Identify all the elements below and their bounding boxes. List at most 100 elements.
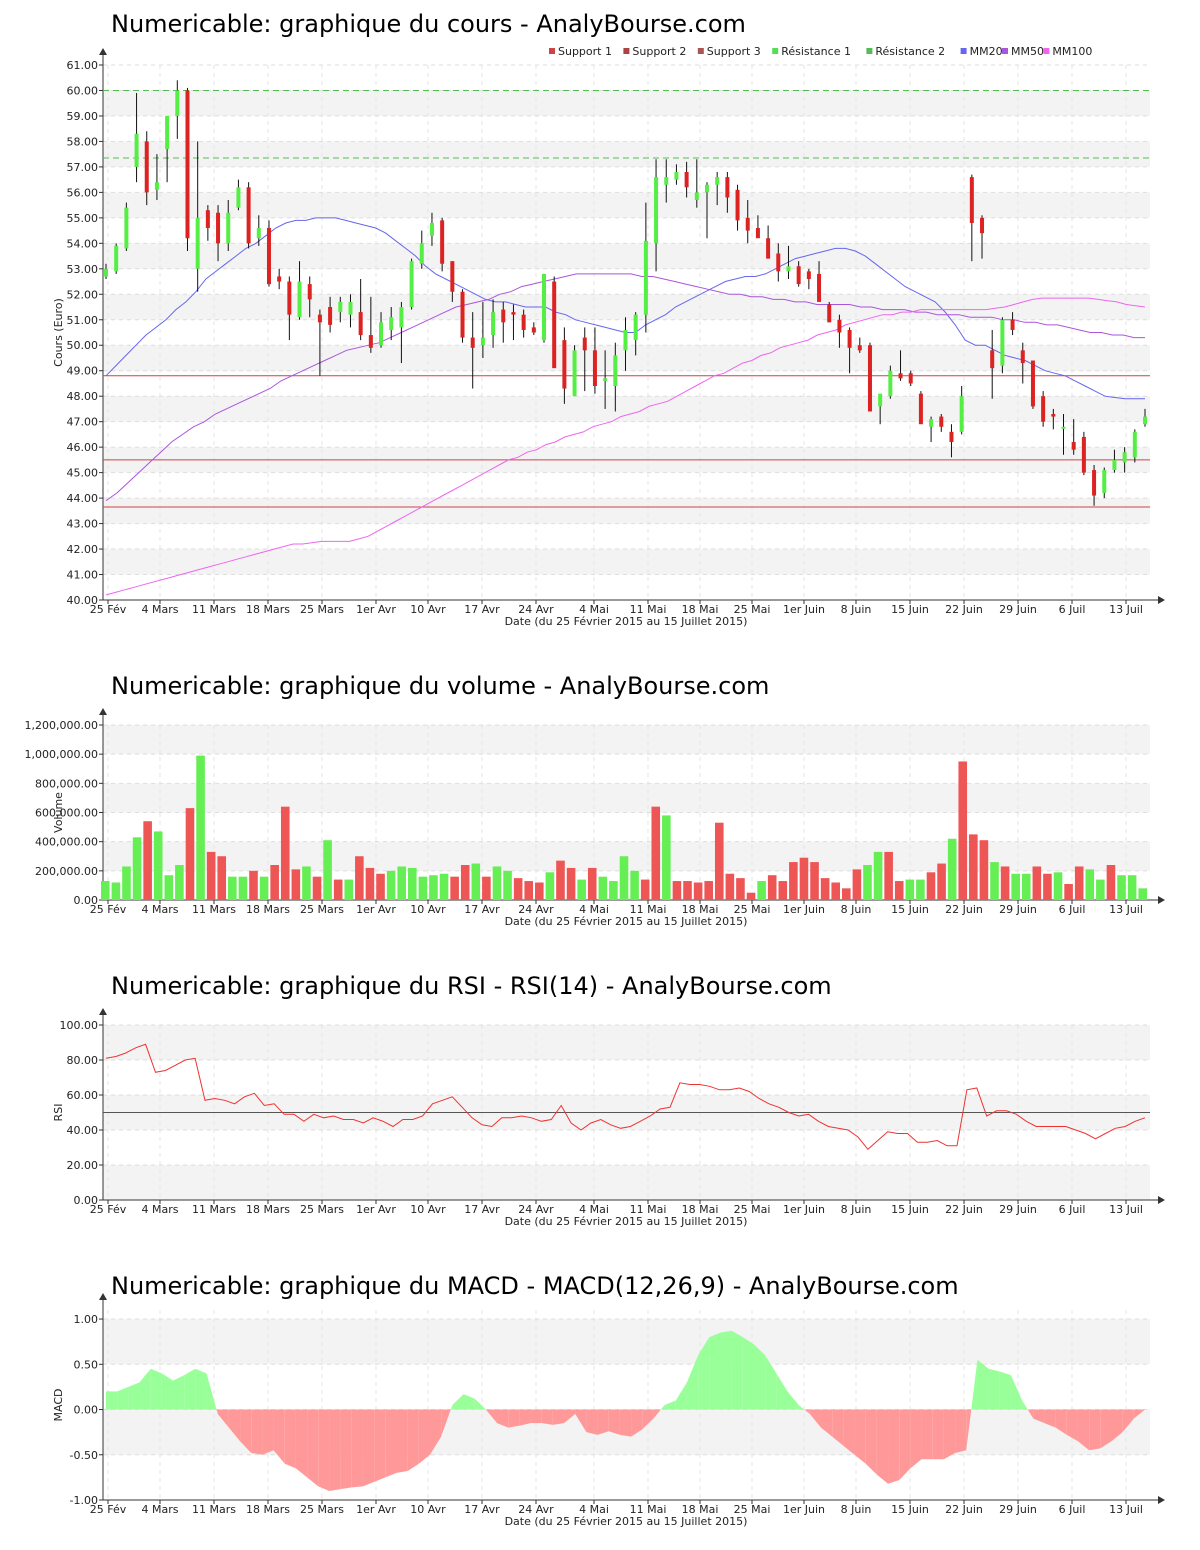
x-tick-label: 1er Avr [356,903,396,916]
volume-bar [937,863,946,900]
x-tick-label: 25 Mai [734,1503,771,1516]
x-tick-label: 8 Juin [841,1503,872,1516]
macd-area-negative [552,1409,565,1425]
macd-area-negative [876,1409,889,1484]
candle-body [216,212,221,244]
volume-bar [1085,869,1095,900]
macd-area-positive [106,1391,118,1410]
candle-body [847,329,852,348]
x-axis-title: Date (du 25 Février 2015 au 15 Juillet 2… [505,915,748,928]
legend-label: Support 3 [707,45,761,58]
x-tick-label: 11 Mars [192,903,236,916]
series-line-rsi [105,1043,1146,1151]
macd-area-positive [184,1368,196,1410]
macd-area-positive [128,1382,140,1410]
candle-body [1102,470,1107,493]
macd-area-positive [117,1386,129,1410]
candle-body [480,337,485,346]
candle-body [277,276,282,282]
macd-area-negative [854,1409,866,1464]
x-tick-label: 17 Avr [464,1503,500,1516]
volume-bar [1138,888,1147,900]
y-tick-label: 60.00 [67,1089,99,1102]
x-tick-label: 18 Mai [682,603,719,616]
volume-bar [312,876,322,900]
x-tick-label: 18 Mars [246,903,290,916]
x-tick-label: 13 Juil [1109,603,1143,616]
candle-body [969,177,974,223]
macd-area-negative [821,1409,833,1437]
volume-bar [238,876,248,900]
candle-body [1030,360,1035,407]
macd-area-positive [675,1382,687,1410]
volume-bar [947,838,957,900]
y-axis-arrow [99,48,107,55]
volume-bar [704,881,713,900]
candle-body [429,222,434,236]
macd-area-negative [619,1409,632,1437]
x-tick-label: 24 Avr [518,903,554,916]
y-tick-label: 59.00 [67,110,99,123]
y-axis-title: Volume [52,792,65,833]
macd-area-positive [474,1398,486,1410]
x-tick-label: 1er Avr [356,1503,396,1516]
y-tick-label: 47.00 [67,416,99,429]
candle-body [419,243,424,264]
candle-body [236,187,241,208]
macd-area-positive [206,1373,217,1410]
x-tick-label: 1er Juin [783,903,825,916]
macd-area-negative [217,1409,229,1428]
volume-bar [958,761,968,900]
volume-bar [386,870,396,900]
macd-area-negative [608,1409,620,1435]
candle-body [399,307,404,328]
macd-area-negative [1066,1409,1078,1442]
x-tick-label: 6 Juil [1059,1203,1086,1216]
candle-body [368,335,373,348]
volume-bar [228,876,237,900]
x-tick-label: 4 Mai [579,1503,609,1516]
x-tick-label: 4 Mai [579,603,609,616]
x-tick-label: 25 Mai [734,903,771,916]
x-tick-label: 24 Avr [518,1203,554,1216]
volume-bar [535,882,544,900]
volume-bar [778,881,788,900]
series-line-mm100 [105,297,1146,596]
candle-body [704,184,709,193]
volume-bar [418,876,428,900]
macd-area-positive [776,1373,788,1410]
legend-label: Résistance 1 [781,45,851,58]
volume-bar [1127,875,1137,900]
macd-area-negative [329,1409,341,1491]
y-tick-label: 58.00 [67,135,99,148]
x-tick-label: 8 Juin [841,903,872,916]
volume-bar [969,834,978,900]
price-chart-title: Numericable: graphique du cours - AnalyB… [111,10,746,38]
macd-area-positive [452,1394,464,1410]
y-tick-label: 50.00 [67,339,99,352]
y-tick-label: 0.00 [74,894,99,907]
x-tick-label: 13 Juil [1109,903,1143,916]
volume-bar [863,865,872,900]
macd-area-negative [843,1409,855,1455]
volume-bar [1096,879,1105,900]
candle-body [766,238,771,259]
volume-bar [280,806,290,900]
candle-body [460,291,465,338]
volume-bar [926,872,936,900]
candle-body [603,378,608,381]
volume-bar [979,840,989,900]
volume-bar [143,821,152,900]
x-tick-label: 11 Mai [630,603,667,616]
candle-body [1143,416,1147,425]
price-chart: 40.00 41.00 42.00 43.00 44.00 45.00 46.00 47.00… [52,45,1165,628]
macd-area-positive [1022,1400,1028,1410]
macd-area-negative [586,1409,598,1435]
x-axis-title: Date (du 25 Février 2015 au 15 Juillet 2… [505,615,748,628]
macd-area-positive [753,1344,766,1410]
x-tick-label: 17 Avr [464,903,500,916]
x-tick-label: 25 Fév [90,1203,127,1216]
volume-bar [122,866,131,900]
candle-body [735,189,740,221]
volume-bar [810,862,819,900]
